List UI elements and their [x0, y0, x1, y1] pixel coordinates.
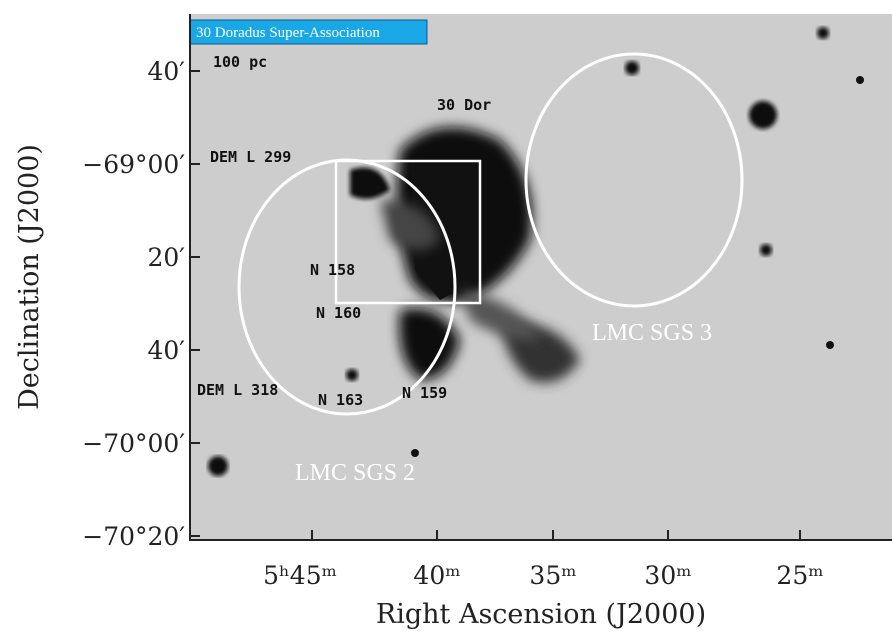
- y-tick-label: −70°00′: [82, 429, 185, 458]
- y-tick-label: −70°20′: [82, 522, 185, 551]
- figure: 30 Doradus Super-Association 100 pc 30 D…: [0, 0, 892, 636]
- x-tick-label: 25ᵐ: [776, 561, 823, 590]
- badge-text: 30 Doradus Super-Association: [196, 25, 380, 41]
- x-tick-label: 40ᵐ: [413, 561, 460, 590]
- shell-label: LMC SGS 3: [592, 320, 712, 346]
- x-tick-label: 30ᵐ: [644, 561, 691, 590]
- x-tick-label: 35ᵐ: [529, 561, 576, 590]
- region-label: N 160: [316, 304, 361, 322]
- region-label: DEM L 299: [210, 148, 291, 166]
- region-label: N 159: [402, 384, 447, 402]
- y-tick-label: 20′: [148, 243, 186, 272]
- y-tick-label: 40′: [148, 336, 186, 365]
- region-label: DEM L 318: [197, 381, 278, 399]
- y-axis-title: Declination (J2000): [14, 144, 45, 410]
- y-tick-label: 40′: [148, 57, 186, 86]
- scale-bar-label: 100 pc: [213, 53, 267, 71]
- shell-label: LMC SGS 2: [295, 460, 415, 486]
- x-tick-label: 5ʰ45ᵐ: [263, 561, 337, 590]
- region-label: N 163: [318, 391, 363, 409]
- x-axis-title: Right Ascension (J2000): [376, 599, 706, 630]
- y-tick-label: −69°00′: [82, 150, 185, 179]
- region-label: 30 Dor: [437, 96, 491, 114]
- region-label: N 158: [310, 261, 355, 279]
